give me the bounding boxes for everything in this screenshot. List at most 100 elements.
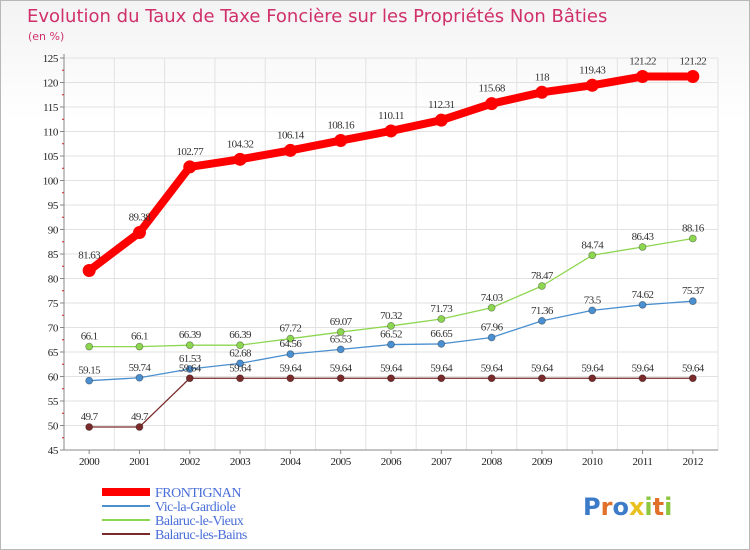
data-label: 59.64 [330,362,353,374]
data-point [286,350,295,359]
data-label: 59.64 [229,362,252,374]
data-point [85,423,94,431]
x-tick-label: 2002 [180,456,200,468]
y-axis-ticks: 45 50 55 60 65 70 75 80 85 90 95 100 105 110 115 120 125 [43,53,64,457]
data-label: 106.14 [277,129,305,141]
brand-letter: t [653,493,664,521]
y-tick-label: 60 [48,372,59,384]
x-tick-label: 2010 [582,456,603,468]
data-point [688,234,697,243]
y-tick-label: 90 [48,225,59,237]
data-point [336,345,345,354]
data-label: 59.64 [632,362,655,374]
data-label: 73.5 [584,294,602,306]
y-tick-label: 75 [48,298,59,310]
y-tick-label: 70 [48,323,59,335]
data-point [538,282,546,290]
y-tick-label: 55 [48,396,59,408]
series-frontignan [82,70,700,278]
y-tick-label: 115 [43,102,59,114]
data-point [236,359,244,368]
data-point [236,341,244,350]
data-point [485,97,499,111]
y-tick-label: 45 [48,445,59,457]
data-point [638,374,647,383]
data-label: 121.22 [629,56,656,68]
legend-label: Balaruc-le-Vieux [155,514,244,529]
data-label: 118 [535,71,550,83]
data-point [487,374,496,383]
data-point [538,374,546,383]
data-label: 121.22 [680,56,707,68]
data-label: 112.31 [428,99,454,111]
data-point [185,374,194,383]
x-tick-label: 2001 [129,456,149,468]
y-tick-label: 50 [48,421,59,433]
data-labels: 49.7 49.7 59.64 59.64 59.64 59.64 59.64 59.64 59… [78,56,707,423]
data-point [535,85,549,99]
data-label: 69.07 [330,316,353,328]
x-tick-label: 2009 [532,456,553,468]
data-point [85,342,94,351]
data-label: 66.39 [229,329,252,341]
data-label: 89.38 [129,212,152,224]
data-point [387,374,395,383]
data-point [135,423,144,431]
data-label: 104.32 [227,138,254,150]
data-label: 66.1 [131,331,148,343]
brand-letter: r [601,493,613,521]
legend-label: Balaruc-les-Bains [155,528,247,543]
data-point [638,243,647,251]
data-point [236,374,244,383]
brand-letter: x [629,493,645,521]
data-point [538,316,546,325]
x-tick-label: 2008 [481,456,502,468]
chart-title: Evolution du Taux de Taxe Foncière sur l… [27,6,608,27]
data-label: 86.43 [632,231,655,243]
data-point [85,376,94,385]
x-tick-label: 2003 [230,456,251,468]
data-point [233,152,247,166]
data-point [588,374,597,383]
data-label: 66.39 [179,329,202,341]
y-tick-label: 65 [48,347,59,359]
data-label: 59.64 [581,362,604,374]
y-tick-label: 80 [48,274,59,286]
data-point [334,134,348,148]
data-point [487,333,496,342]
data-label: 102.77 [176,146,204,158]
data-label: 59.64 [380,362,403,374]
data-label: 84.74 [581,239,604,251]
series-balaruc-le-vieux [85,234,697,351]
data-point [135,342,144,351]
data-point [387,340,395,349]
data-point [688,297,697,306]
data-label: 59.64 [531,362,554,374]
data-point [434,113,448,127]
data-point [686,70,700,84]
data-label: 59.74 [129,362,152,374]
data-label: 71.73 [430,303,453,315]
data-point [437,374,446,383]
data-label: 49.7 [81,411,99,423]
data-label: 59.64 [430,362,453,374]
brand-letter: o [612,493,629,521]
data-label: 66.52 [380,329,402,341]
data-label: 59.64 [481,362,504,374]
data-label: 64.56 [280,338,303,350]
data-point [283,143,297,157]
data-label: 78.47 [531,270,554,282]
data-point [387,322,395,330]
data-point [437,315,446,323]
data-point [336,328,345,336]
data-label: 66.65 [430,328,453,340]
y-tick-label: 110 [43,127,59,139]
data-label: 119.43 [579,64,606,76]
data-point [82,264,96,278]
data-label: 62.68 [229,347,252,359]
data-point [183,160,197,174]
data-point [588,251,597,260]
legend: FRONTIGNANVic-la-GardioleBalaruc-le-Vieu… [102,486,247,543]
x-tick-label: 2006 [381,456,402,468]
